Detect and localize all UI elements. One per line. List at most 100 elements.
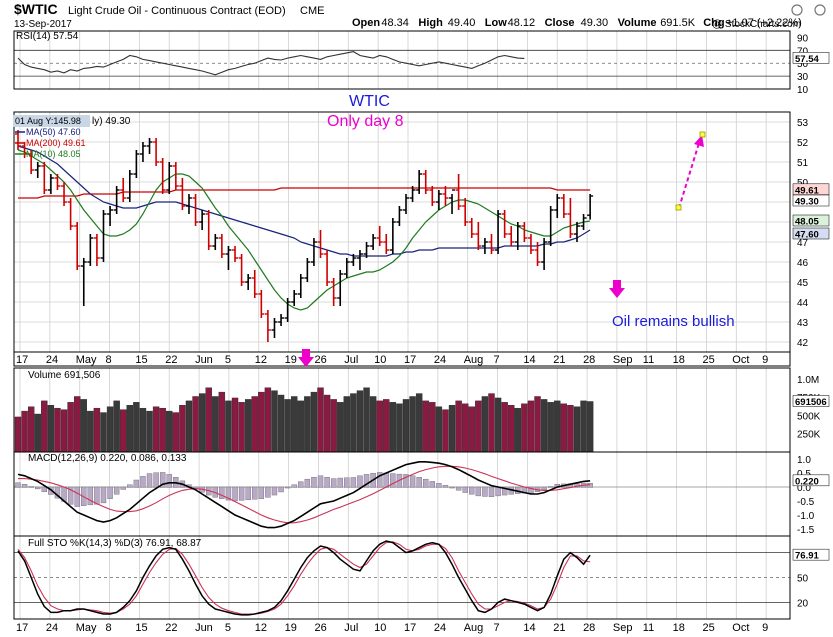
ma50-price-badge: 47.60 [795, 230, 819, 241]
settings-icon [791, 4, 803, 16]
macd-histogram-bar [455, 486, 462, 491]
date-tick-label: 5 [225, 622, 231, 634]
macd-histogram-bar [113, 486, 120, 495]
price-legend: 01 Aug Y:145.98 ly) 49.30 MA(50) 47.60 M… [13, 115, 131, 159]
cycle-low-arrow-sep [609, 280, 625, 298]
date-tick-label: 9 [762, 622, 768, 634]
macd-histogram-bar [284, 486, 291, 489]
rsi-panel: 90 70 50 30 10 57.54 [13, 30, 830, 96]
volume-bar [258, 391, 265, 453]
volume-tick: 1.0M [797, 375, 819, 386]
macd-tick: -0.5 [797, 497, 815, 508]
date-tick-label: 21 [553, 354, 565, 366]
macd-histogram-bar [238, 486, 245, 501]
date-tick-label: 22 [165, 622, 177, 634]
date-tick-label: 12 [255, 622, 267, 634]
volume-bar [277, 394, 285, 453]
quote-value-5: +1.07 (+2.22%) [726, 17, 802, 29]
volume-bar [547, 402, 554, 453]
volume-bar [304, 396, 311, 453]
ma200-price-badge: 49.61 [795, 185, 819, 196]
volume-bar [396, 403, 403, 453]
date-tick-label: 24 [434, 354, 446, 366]
volume-bar [146, 410, 153, 453]
macd-histogram-bar [344, 477, 350, 488]
macd-current-badge-box [792, 474, 830, 487]
macd-histogram-bar [495, 486, 501, 497]
macd-histogram-bar [423, 478, 429, 488]
volume-bar [376, 400, 383, 453]
volume-bar [297, 400, 304, 453]
price-tick: 46 [797, 258, 809, 269]
volume-bar [415, 393, 423, 453]
volume-bar [80, 399, 87, 453]
macd-histogram-bar [87, 486, 94, 506]
ma10-legend: MA(10) 48.05 [26, 149, 81, 159]
macd-histogram-bar [416, 477, 422, 488]
macd-histogram-bar [482, 486, 488, 497]
volume-bar [323, 394, 331, 453]
date-axis-frame [13, 351, 791, 367]
ma200-line [18, 187, 591, 199]
macd-histogram-bar [298, 481, 304, 488]
volume-bar [337, 402, 344, 453]
macd-histogram-bar [330, 478, 337, 488]
macd-histogram-bar [153, 472, 159, 488]
volume-bar [389, 402, 397, 453]
date-tick-label: 28 [583, 622, 595, 634]
macd-histogram-bar [363, 474, 370, 488]
date-tick-label: 11 [643, 354, 654, 366]
macd-tick: 0.0 [797, 483, 811, 494]
volume-bar [106, 406, 114, 453]
rsi-tick: 50 [797, 59, 809, 70]
ma50-price-badge-box [792, 227, 830, 240]
price-tick: 45 [797, 278, 809, 289]
volume-bar [238, 402, 245, 453]
volume-bar [402, 399, 410, 453]
quote-label-0: Open [352, 17, 380, 29]
rsi-current-badge: 57.54 [795, 54, 819, 65]
date-tick-label: 24 [46, 354, 58, 366]
date-tick-label: Jun [195, 622, 213, 634]
price-tick: 47 [797, 238, 809, 249]
date-tick-label: 17 [16, 622, 28, 634]
price-panel: 53525150494847464544434249.6149.3048.054… [13, 111, 830, 353]
macd-tick: 0.5 [797, 469, 811, 480]
price-tick: 42 [797, 338, 809, 349]
rsi-tick: 70 [797, 46, 809, 57]
symbol-label: $WTIC [14, 1, 58, 17]
date-tick-label: 7 [494, 622, 500, 634]
date-tick-label: Aug [464, 622, 484, 634]
volume-bar [494, 397, 502, 453]
volume-bar [363, 387, 370, 453]
macd-histogram-bar [317, 475, 324, 488]
volume-bar [422, 400, 429, 453]
quote-value-3: 49.30 [581, 17, 609, 29]
volume-bar [73, 396, 81, 453]
annotation-only-day-8: Only day 8 [327, 113, 404, 130]
macd-histogram-bar [291, 484, 297, 488]
date-tick-label: 5 [225, 354, 231, 366]
date-tick-label: 15 [135, 354, 147, 366]
volume-bar [87, 410, 94, 453]
ma10-price-badge-box [792, 214, 830, 227]
volume-bar [133, 402, 140, 453]
macd-histogram-bar [547, 486, 554, 488]
macd-histogram-bar [541, 486, 547, 490]
volume-bar [310, 391, 318, 453]
quote-label-4: Volume [618, 17, 657, 29]
rsi-current-badge-box [792, 52, 830, 64]
macd-histogram-bar [15, 482, 21, 488]
volume-bar [159, 407, 166, 453]
macd-histogram-bar [449, 486, 455, 489]
rsi-tick: 30 [797, 72, 809, 83]
date-tick-label: Jul [344, 354, 358, 366]
macd-histogram-bar [133, 479, 140, 488]
macd-histogram-bar [74, 486, 80, 507]
quote-line: Open 48.34 High 49.40 Low 48.12 Close 49.30 Volu… [352, 4, 826, 29]
date-tick-label: 7 [494, 354, 500, 366]
volume-bar [461, 403, 469, 453]
date-tick-label: 28 [583, 354, 595, 366]
volume-bar [567, 405, 574, 453]
